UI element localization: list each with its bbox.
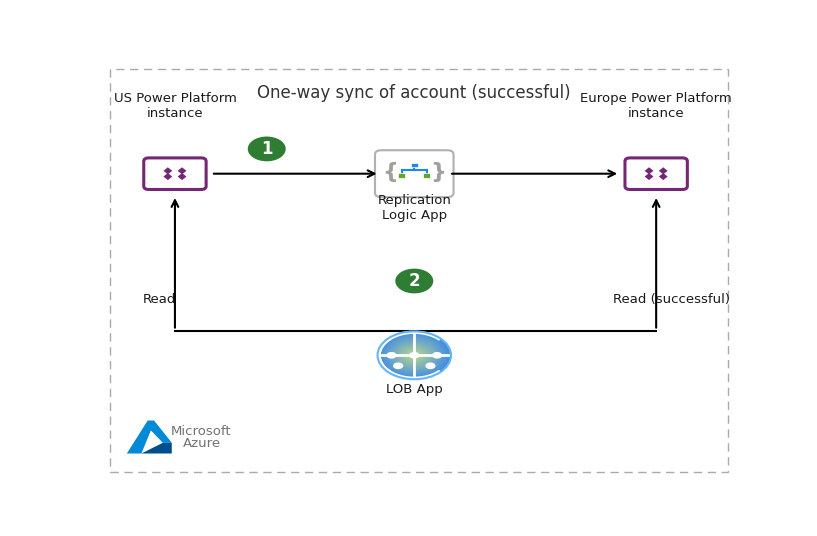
Text: }: } [430, 162, 446, 182]
Polygon shape [127, 421, 172, 453]
Text: 1: 1 [261, 140, 273, 158]
Circle shape [382, 334, 446, 376]
Bar [411, 163, 418, 167]
Bar [398, 173, 405, 178]
Polygon shape [659, 167, 667, 174]
Text: Read (successful): Read (successful) [614, 293, 730, 306]
Circle shape [432, 352, 442, 359]
Circle shape [382, 334, 448, 377]
Polygon shape [127, 443, 172, 453]
Polygon shape [177, 167, 186, 174]
Text: Europe Power Platform
instance: Europe Power Platform instance [580, 92, 732, 120]
Circle shape [394, 342, 435, 369]
Circle shape [413, 354, 416, 356]
Circle shape [391, 340, 438, 370]
Circle shape [395, 269, 433, 293]
Polygon shape [645, 173, 654, 180]
Circle shape [377, 331, 451, 379]
Circle shape [385, 336, 444, 375]
Circle shape [386, 352, 396, 359]
Text: 2: 2 [408, 272, 420, 290]
Text: {: { [382, 162, 399, 182]
Circle shape [408, 351, 421, 359]
Circle shape [397, 344, 431, 367]
Circle shape [380, 333, 449, 378]
Circle shape [404, 348, 426, 362]
Circle shape [412, 354, 417, 357]
Circle shape [409, 352, 419, 359]
Text: Replication
Logic App: Replication Logic App [377, 193, 451, 221]
Polygon shape [645, 167, 654, 174]
Circle shape [406, 349, 423, 361]
Polygon shape [653, 171, 659, 176]
Circle shape [395, 343, 434, 368]
FancyBboxPatch shape [144, 158, 206, 190]
FancyBboxPatch shape [625, 158, 687, 190]
Circle shape [248, 137, 286, 161]
Text: Azure: Azure [182, 437, 221, 450]
Polygon shape [163, 173, 172, 180]
Polygon shape [172, 171, 178, 176]
Text: Microsoft: Microsoft [172, 425, 232, 438]
Circle shape [399, 345, 431, 366]
Text: One-way sync of account (successful): One-way sync of account (successful) [257, 84, 571, 102]
Circle shape [426, 362, 435, 369]
Circle shape [384, 336, 445, 375]
Polygon shape [659, 173, 667, 180]
Circle shape [392, 341, 436, 370]
Circle shape [404, 349, 424, 362]
Polygon shape [177, 173, 186, 180]
Circle shape [407, 351, 422, 360]
Circle shape [393, 362, 404, 369]
Circle shape [386, 337, 443, 374]
FancyBboxPatch shape [375, 150, 453, 197]
Circle shape [387, 338, 441, 373]
Text: Read: Read [142, 293, 176, 306]
Circle shape [401, 346, 428, 364]
Polygon shape [163, 167, 172, 174]
Circle shape [389, 339, 440, 372]
Bar [423, 173, 431, 178]
Circle shape [400, 346, 429, 365]
Circle shape [396, 344, 433, 367]
Circle shape [411, 353, 418, 358]
Circle shape [409, 352, 419, 359]
Text: US Power Platform
instance: US Power Platform instance [114, 92, 236, 120]
Circle shape [390, 339, 439, 371]
Circle shape [379, 332, 450, 378]
Text: LOB App: LOB App [386, 383, 443, 396]
Circle shape [402, 347, 426, 363]
